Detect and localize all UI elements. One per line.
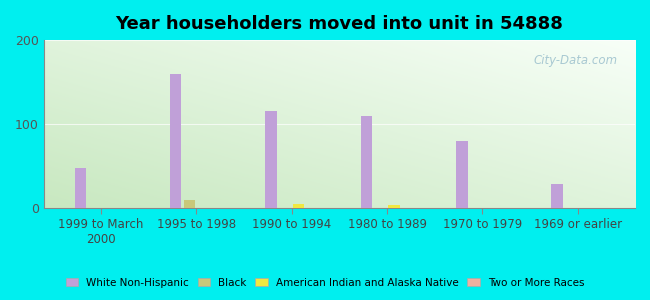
Bar [361,116,372,208]
Legend: White Non-Hispanic, Black, American Indian and Alaska Native, Two or More Races: White Non-Hispanic, Black, American Indi… [62,274,588,292]
Bar [293,204,304,208]
Bar [265,111,277,208]
Text: City-Data.com: City-Data.com [533,53,618,67]
Bar [184,200,195,208]
Bar [170,74,181,208]
Title: Year householders moved into unit in 54888: Year householders moved into unit in 548… [116,15,564,33]
Bar [75,168,86,208]
Bar [388,205,400,208]
Bar [551,184,563,208]
Bar [456,141,467,208]
